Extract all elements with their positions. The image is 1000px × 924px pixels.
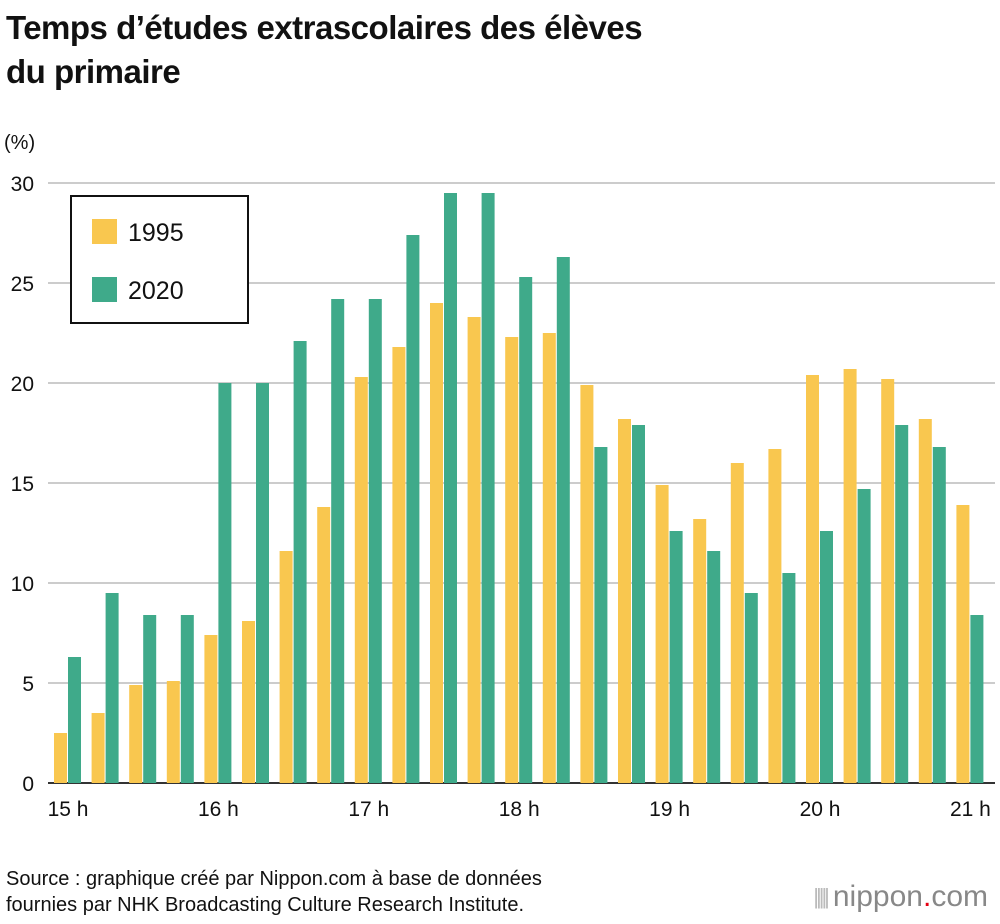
- bar-1995-20:30: [881, 379, 895, 783]
- bar-1995-17:45: [467, 317, 481, 783]
- bar-1995-20:15: [843, 369, 857, 783]
- source-line-2: fournies par NHK Broadcasting Culture Re…: [6, 894, 525, 916]
- legend-label-2020: 2020: [128, 277, 184, 305]
- y-tick-label: 10: [11, 573, 34, 596]
- bar-1995-17:00: [354, 377, 368, 783]
- source-line-1: Source : graphique créé par Nippon.com à…: [6, 868, 542, 890]
- bar-1995-20:45: [918, 419, 932, 783]
- bar-1995-19:45: [768, 449, 782, 783]
- legend-swatch-2020: [92, 277, 117, 302]
- bar-2020-18:15: [556, 257, 570, 783]
- bar-1995-18:00: [505, 337, 519, 783]
- bar-2020-16:15: [256, 383, 269, 783]
- bar-2020-16:30: [293, 341, 307, 783]
- bar-1995-16:15: [242, 621, 255, 783]
- legend-swatch-1995: [92, 219, 117, 244]
- bar-2020-18:45: [632, 425, 645, 783]
- legend: 1995 2020: [70, 195, 249, 324]
- bar-2020-17:45: [481, 193, 495, 783]
- bar-2020-19:30: [744, 593, 758, 783]
- y-tick-label: 20: [11, 373, 34, 396]
- bar-1995-19:15: [693, 519, 707, 783]
- x-tick-label: 15 h: [48, 798, 89, 821]
- bar-1995-21:00: [956, 505, 970, 783]
- chart-title: Temps d’études extrascolaires des élèves…: [6, 6, 643, 94]
- bar-2020-19:15: [707, 551, 721, 783]
- x-tick-label: 21 h: [950, 798, 991, 821]
- bar-2020-18:30: [594, 447, 608, 783]
- bar-2020-17:00: [368, 299, 382, 783]
- x-tick-label: 16 h: [198, 798, 239, 821]
- x-tick-label: 18 h: [499, 798, 540, 821]
- bar-1995-16:00: [204, 635, 218, 783]
- y-tick-label: 25: [11, 273, 34, 296]
- nippon-logo: ||||| nippon.com: [813, 880, 988, 913]
- bar-2020-18:00: [519, 277, 533, 783]
- bar-2020-16:45: [331, 299, 345, 783]
- bar-2020-16:00: [218, 383, 232, 783]
- y-tick-label: 15: [11, 473, 34, 496]
- bar-1995-16:30: [279, 551, 293, 783]
- bar-1995-17:15: [392, 347, 406, 783]
- source-note: Source : graphique créé par Nippon.com à…: [6, 866, 542, 918]
- logo-bars-icon: |||||: [813, 884, 829, 909]
- bar-2020-19:45: [782, 573, 796, 783]
- bar-1995-18:45: [618, 419, 631, 783]
- bar-2020-21:00: [970, 615, 984, 783]
- bar-2020-15:30: [143, 615, 157, 783]
- bar-1995-15:15: [91, 713, 105, 783]
- bar-chart: (%) 0 5 10 15 20 25 30 15 h 16 h 17 h 18 h 19 h 20 …: [4, 132, 995, 821]
- bar-2020-15:00: [68, 657, 81, 783]
- bar-1995-19:30: [730, 463, 744, 783]
- bar-2020-15:45: [180, 615, 194, 783]
- bar-1995-15:30: [129, 685, 143, 783]
- bar-1995-15:45: [166, 681, 180, 783]
- title-line-1: Temps d’études extrascolaires des élèves: [6, 9, 643, 46]
- bar-2020-20:30: [895, 425, 909, 783]
- bar-1995-15:00: [54, 733, 67, 783]
- bar-2020-15:15: [105, 593, 119, 783]
- y-axis-label: (%): [4, 132, 35, 154]
- bar-2020-19:00: [669, 531, 683, 783]
- bar-2020-20:45: [932, 447, 946, 783]
- y-tick-label: 0: [22, 773, 34, 796]
- x-tick-label: 20 h: [800, 798, 841, 821]
- bar-1995-16:45: [317, 507, 331, 783]
- bar-1995-18:30: [580, 385, 594, 783]
- title-line-2: du primaire: [6, 53, 181, 90]
- bar-1995-18:15: [542, 333, 556, 783]
- bar-2020-17:15: [406, 235, 420, 783]
- legend-label-1995: 1995: [128, 219, 184, 247]
- y-tick-label: 5: [22, 673, 34, 696]
- bar-1995-20:00: [806, 375, 819, 783]
- bar-2020-20:15: [857, 489, 871, 783]
- y-tick-label: 30: [11, 173, 34, 196]
- bar-1995-19:00: [655, 485, 669, 783]
- bar-2020-17:30: [444, 193, 457, 783]
- bar-1995-17:30: [430, 303, 443, 783]
- x-tick-label: 17 h: [348, 798, 389, 821]
- bar-2020-20:00: [820, 531, 833, 783]
- x-tick-label: 19 h: [649, 798, 690, 821]
